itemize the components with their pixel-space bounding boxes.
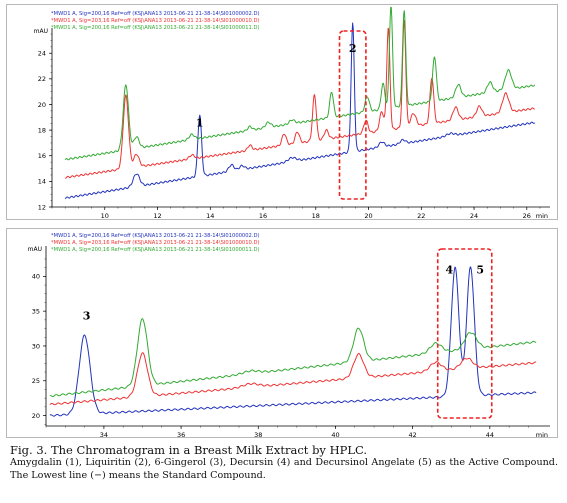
x-tick-label: 10 xyxy=(101,212,109,220)
x-tick-label: 18 xyxy=(312,212,320,220)
y-tick-label: 12 xyxy=(38,203,46,211)
series-line-blue xyxy=(49,266,537,417)
legend-entry-red: *MWD1 A, Sig=203,16 Ref=off (KSJ\ANA13 2… xyxy=(51,18,260,24)
legend-entry-green: *MWD1 A, Sig=200,16 Ref=off (KSJ\ANA13 2… xyxy=(51,25,260,31)
chromatogram-chart-2: *MWD1 A, Sig=200,16 Ref=off (KSJ\ANA13 2… xyxy=(6,228,558,438)
highlight-box xyxy=(436,248,493,419)
figure-description: Amygdalin (1), Liquiritin (2), 6-Gingero… xyxy=(10,457,558,481)
y-tick-label: 20 xyxy=(38,101,46,109)
y-tick-label: 35 xyxy=(32,307,40,315)
peak-label-2: 2 xyxy=(349,42,357,55)
peak-label-4: 4 xyxy=(445,264,453,277)
series-line-blue xyxy=(64,22,536,200)
y-tick-label: 30 xyxy=(32,342,40,350)
y-tick-label: 25 xyxy=(32,377,40,385)
legend-entry-green: *MWD1 A, Sig=200,16 Ref=off (KSJ\ANA13 2… xyxy=(51,247,260,253)
x-tick-label: 44 xyxy=(486,431,494,438)
chromatogram-panel-2: *MWD1 A, Sig=200,16 Ref=off (KSJ\ANA13 2… xyxy=(6,228,558,438)
y-tick-label: 20 xyxy=(32,412,40,420)
y-axis-unit: mAU xyxy=(34,28,48,35)
figure-caption: Fig. 3. The Chromatogram in a Breast Mil… xyxy=(10,443,558,482)
x-tick-label: 24 xyxy=(470,212,478,220)
legend-entry-red: *MWD1 A, Sig=203,16 Ref=off (KSJ\ANA13 2… xyxy=(51,240,260,246)
x-tick-label: 42 xyxy=(409,431,417,438)
peak-label-1: 1 xyxy=(196,116,204,129)
series-line-green xyxy=(64,6,536,161)
legend-entry-blue: *MWD1 A, Sig=200,16 Ref=off (KSJ\ANA13 2… xyxy=(51,11,260,17)
x-tick-label: 14 xyxy=(206,212,214,220)
series-line-red xyxy=(65,20,535,179)
x-tick-label: 20 xyxy=(364,212,372,220)
x-axis-unit: min xyxy=(536,212,548,220)
y-axis-unit: mAU xyxy=(28,246,42,253)
x-tick-label: 34 xyxy=(100,431,108,438)
chromatogram-chart-1: *MWD1 A, Sig=200,16 Ref=off (KSJ\ANA13 2… xyxy=(6,4,558,220)
legend-entry-blue: *MWD1 A, Sig=200,16 Ref=off (KSJ\ANA13 2… xyxy=(51,233,260,239)
x-axis-unit: min xyxy=(536,431,548,438)
x-tick-label: 12 xyxy=(153,212,161,220)
y-tick-label: 16 xyxy=(38,152,46,160)
y-tick-label: 14 xyxy=(38,178,46,186)
panel-frame xyxy=(6,228,558,438)
x-tick-label: 36 xyxy=(177,431,185,438)
x-tick-label: 38 xyxy=(254,431,262,438)
y-tick-label: 22 xyxy=(38,75,46,83)
x-tick-label: 16 xyxy=(259,212,267,220)
peak-label-5: 5 xyxy=(476,264,484,277)
y-tick-label: 24 xyxy=(38,50,46,58)
peak-label-3: 3 xyxy=(83,310,91,323)
y-tick-label: 40 xyxy=(32,273,40,281)
series-line-green xyxy=(49,318,537,398)
figure-title: Fig. 3. The Chromatogram in a Breast Mil… xyxy=(10,443,368,457)
chromatogram-panel-1: *MWD1 A, Sig=200,16 Ref=off (KSJ\ANA13 2… xyxy=(6,4,558,220)
x-tick-label: 22 xyxy=(417,212,425,220)
x-tick-label: 26 xyxy=(523,212,531,220)
panel-frame xyxy=(6,4,558,220)
series-line-red xyxy=(49,352,537,406)
highlight-box xyxy=(338,30,367,200)
y-tick-label: 18 xyxy=(38,126,46,134)
x-tick-label: 40 xyxy=(331,431,339,438)
